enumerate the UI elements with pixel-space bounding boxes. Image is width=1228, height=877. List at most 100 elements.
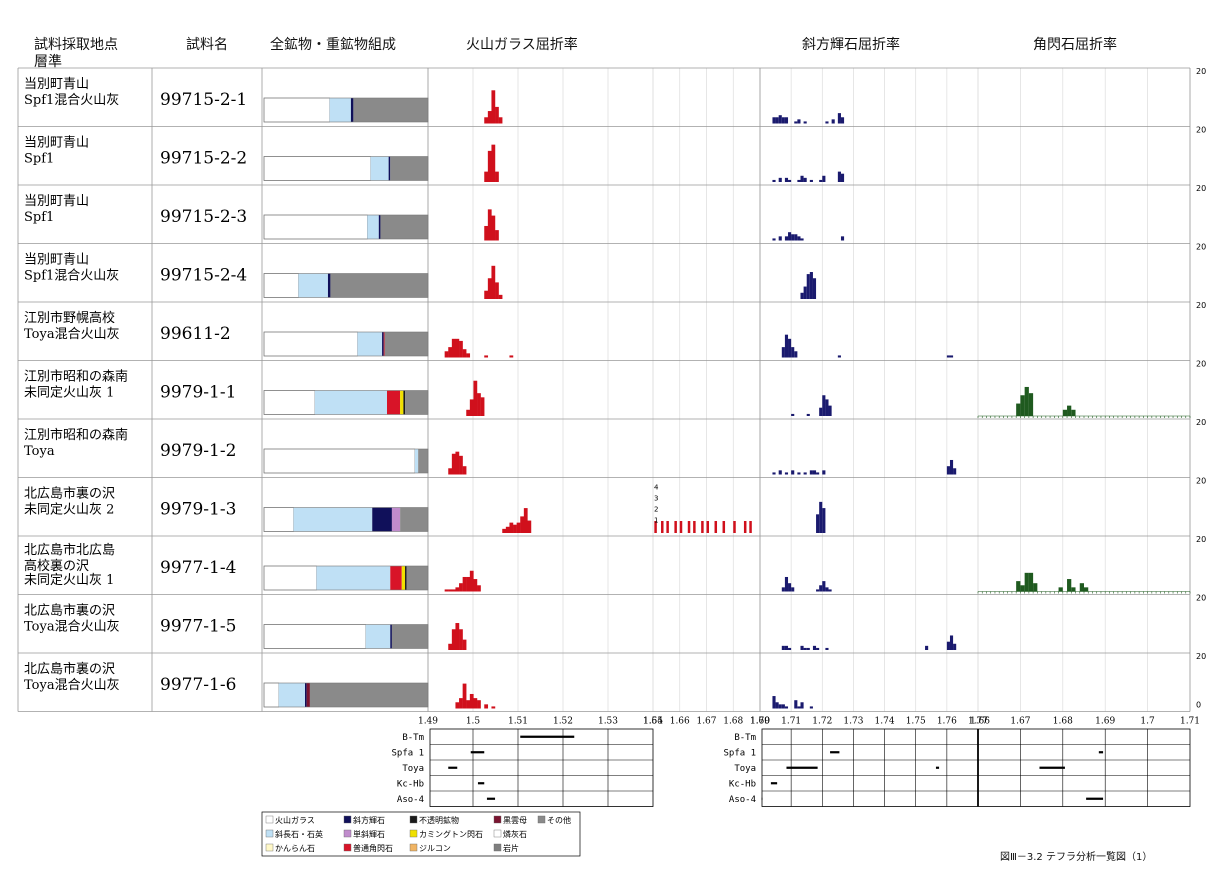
opx-bar [788,232,792,241]
inset-scale-label: 2 [654,506,658,514]
opx-bar [794,351,798,358]
composition-segment-other [330,273,428,298]
opx-bar [828,589,832,592]
legend-swatch-opaque [409,815,418,824]
glass-tick-label: 1.52 [553,717,573,727]
composition-segment-other [390,156,428,181]
sample-stratum: Spf1 [24,210,54,225]
opx-bar [953,468,957,475]
opx-bar [946,641,950,650]
hbl-bar [1028,393,1034,416]
opx-bar [800,702,804,709]
composition-segment-other [405,390,428,415]
opx-tick-label: 1.71 [781,717,801,727]
composition-segment-plag_qz [293,507,373,532]
glass-bar [484,225,489,241]
legend-label: 黒雲母 [503,816,527,825]
scale-max-label: 20 [1196,184,1206,193]
id-label-glass: Aso-4 [397,795,424,805]
glass-bar [448,347,453,358]
id-label-opx: Toya [734,764,756,774]
opx-bar [809,272,813,299]
legend-swatch-apatite [493,829,502,838]
opx-bar [809,179,813,182]
composition-frame [263,682,429,708]
opx-bar [803,472,807,475]
legend-swatch-plag_qz [265,829,274,838]
opx-bar [819,407,823,416]
opx-bar [803,121,807,124]
glass-bar [466,353,471,358]
composition-frame [263,565,429,591]
opx-bar [800,292,804,299]
composition-segment-plag_qz [316,566,391,590]
sample-location: 当別町青山 [24,136,89,151]
inset-bar [674,521,677,533]
composition-segment-glass [263,273,299,298]
inset-bar [693,521,696,533]
sample-name: 99611-2 [160,324,231,344]
sample-location: 北広島市裏の沢 [24,661,115,677]
opx-bar [797,179,801,182]
composition-segment-opx [390,624,392,649]
opx-bar [778,177,782,182]
inset-tick-label: 1.67 [696,717,716,727]
inset-scale-label: 3 [654,495,658,503]
composition-segment-plag_qz [329,98,351,122]
inset-tick-label: 1.65 [643,717,663,727]
opx-bar [788,179,792,182]
composition-segment-hbl [390,566,402,590]
glass-bar [455,587,460,592]
hbl-tick-label: 1.7 [1140,717,1155,727]
legend-swatch-olivine [265,843,274,852]
id-label-glass: B-Tm [402,733,424,743]
hbl-bar [1020,395,1025,416]
composition-segment-plag_qz [414,449,419,473]
opx-bar [800,645,804,650]
sample-stratum: Spf1混合火山灰 [24,93,119,108]
header-hbl: 角閃石屈折率 [1033,37,1117,53]
scale-max-label: 20 [1196,477,1206,486]
opx-bar [816,472,820,475]
composition-segment-other [384,332,428,356]
glass-bar [487,209,492,241]
composition-frame [263,448,429,474]
opx-bar [809,706,813,709]
composition-segment-plag_qz [370,156,389,181]
sample-stratum: Spf1混合火山灰 [24,269,119,284]
opx-bar [825,647,829,650]
glass-bar [451,589,456,592]
id-table-glass [429,728,654,807]
glass-bar [448,468,453,475]
composition-segment-other [353,98,428,122]
opx-bar [840,117,845,124]
legend-label: 普通角閃石 [353,843,393,853]
opx-bar [953,643,957,650]
opx-bar [840,236,845,241]
scale-max-label: 20 [1196,243,1206,252]
scale-max-label: 20 [1196,301,1206,310]
inset-bar [661,521,664,533]
opx-bar [791,470,795,475]
opx-bar [819,585,823,592]
glass-bar [495,230,499,241]
opx-bar [772,117,776,124]
composition-segment-glass [263,682,280,708]
inset-tick-label: 1.68 [723,717,743,727]
glass-bar [477,585,481,592]
glass-bar [484,171,489,182]
sample-stratum: 未同定火山灰 1 [24,386,114,401]
glass-tick-label: 1.54 [643,717,663,727]
id-label-glass: Kc-Hb [397,779,424,789]
sample-location: 当別町青山 [24,253,89,268]
composition-segment-glass [263,156,371,181]
composition-segment-glass [263,331,358,357]
glass-bar [487,150,492,182]
opx-bar [822,508,826,533]
scale-zero-label: 0 [1196,701,1201,710]
opx-bar [794,234,798,241]
sample-stratum: Toya混合火山灰 [24,620,120,635]
composition-segment-opaque [403,390,406,415]
sample-location: 当別町青山 [24,77,89,92]
opx-bar [816,514,820,533]
